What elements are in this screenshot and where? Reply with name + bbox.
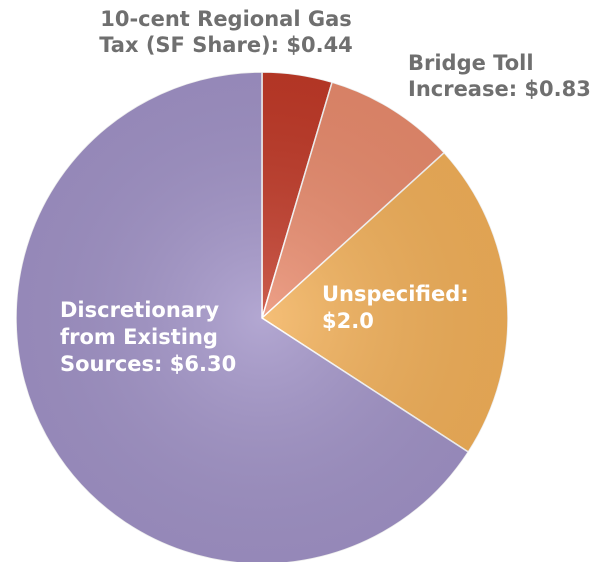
slice-label-bridge-toll: Bridge Toll Increase: $0.83 [408, 51, 591, 101]
slice-label-line: Tax (SF Share): $0.44 [99, 33, 353, 57]
slice-label-line: Bridge Toll [408, 51, 534, 75]
slice-label-line: $2.0 [322, 309, 374, 333]
slice-label-line: Sources: $6.30 [60, 352, 236, 376]
slice-label-line: from Existing [60, 325, 218, 349]
slice-label-line: Discretionary [60, 298, 219, 322]
slice-label-line: Unspecified: [322, 282, 469, 306]
slice-label-line: Increase: $0.83 [408, 77, 591, 101]
slice-label-discretionary: Discretionary from Existing Sources: $6.30 [60, 298, 236, 376]
slice-label-unspecified: Unspecified: $2.0 [322, 282, 469, 333]
slice-label-gas-tax: 10-cent Regional Gas Tax (SF Share): $0.4… [99, 7, 353, 57]
pie-labels: 10-cent Regional Gas Tax (SF Share): $0.4… [60, 7, 591, 376]
slice-label-line: 10-cent Regional Gas [100, 7, 352, 31]
